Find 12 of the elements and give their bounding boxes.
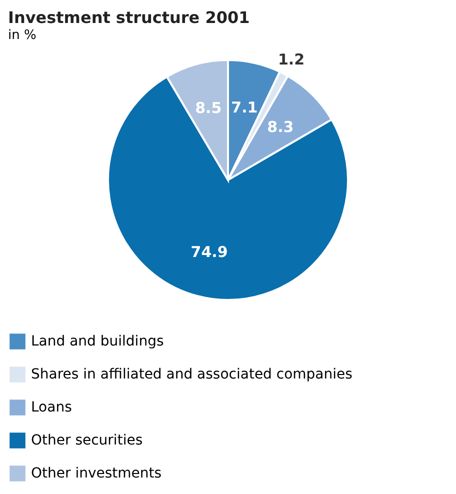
- legend-label: Shares in affiliated and associated companies: [31, 366, 352, 382]
- chart-subtitle: in %: [8, 28, 36, 43]
- data-label: 7.1: [231, 98, 258, 116]
- legend-label: Other investments: [31, 466, 162, 482]
- chart-title: Investment structure 2001: [8, 8, 250, 27]
- data-label: 8.5: [195, 99, 222, 118]
- data-label: 8.3: [267, 118, 294, 136]
- legend-label: Land and buildings: [31, 334, 164, 350]
- legend-label: Loans: [31, 400, 72, 416]
- legend-label: Other securities: [31, 432, 143, 448]
- data-label: 1.2: [278, 50, 305, 69]
- data-label: 74.9: [190, 243, 228, 262]
